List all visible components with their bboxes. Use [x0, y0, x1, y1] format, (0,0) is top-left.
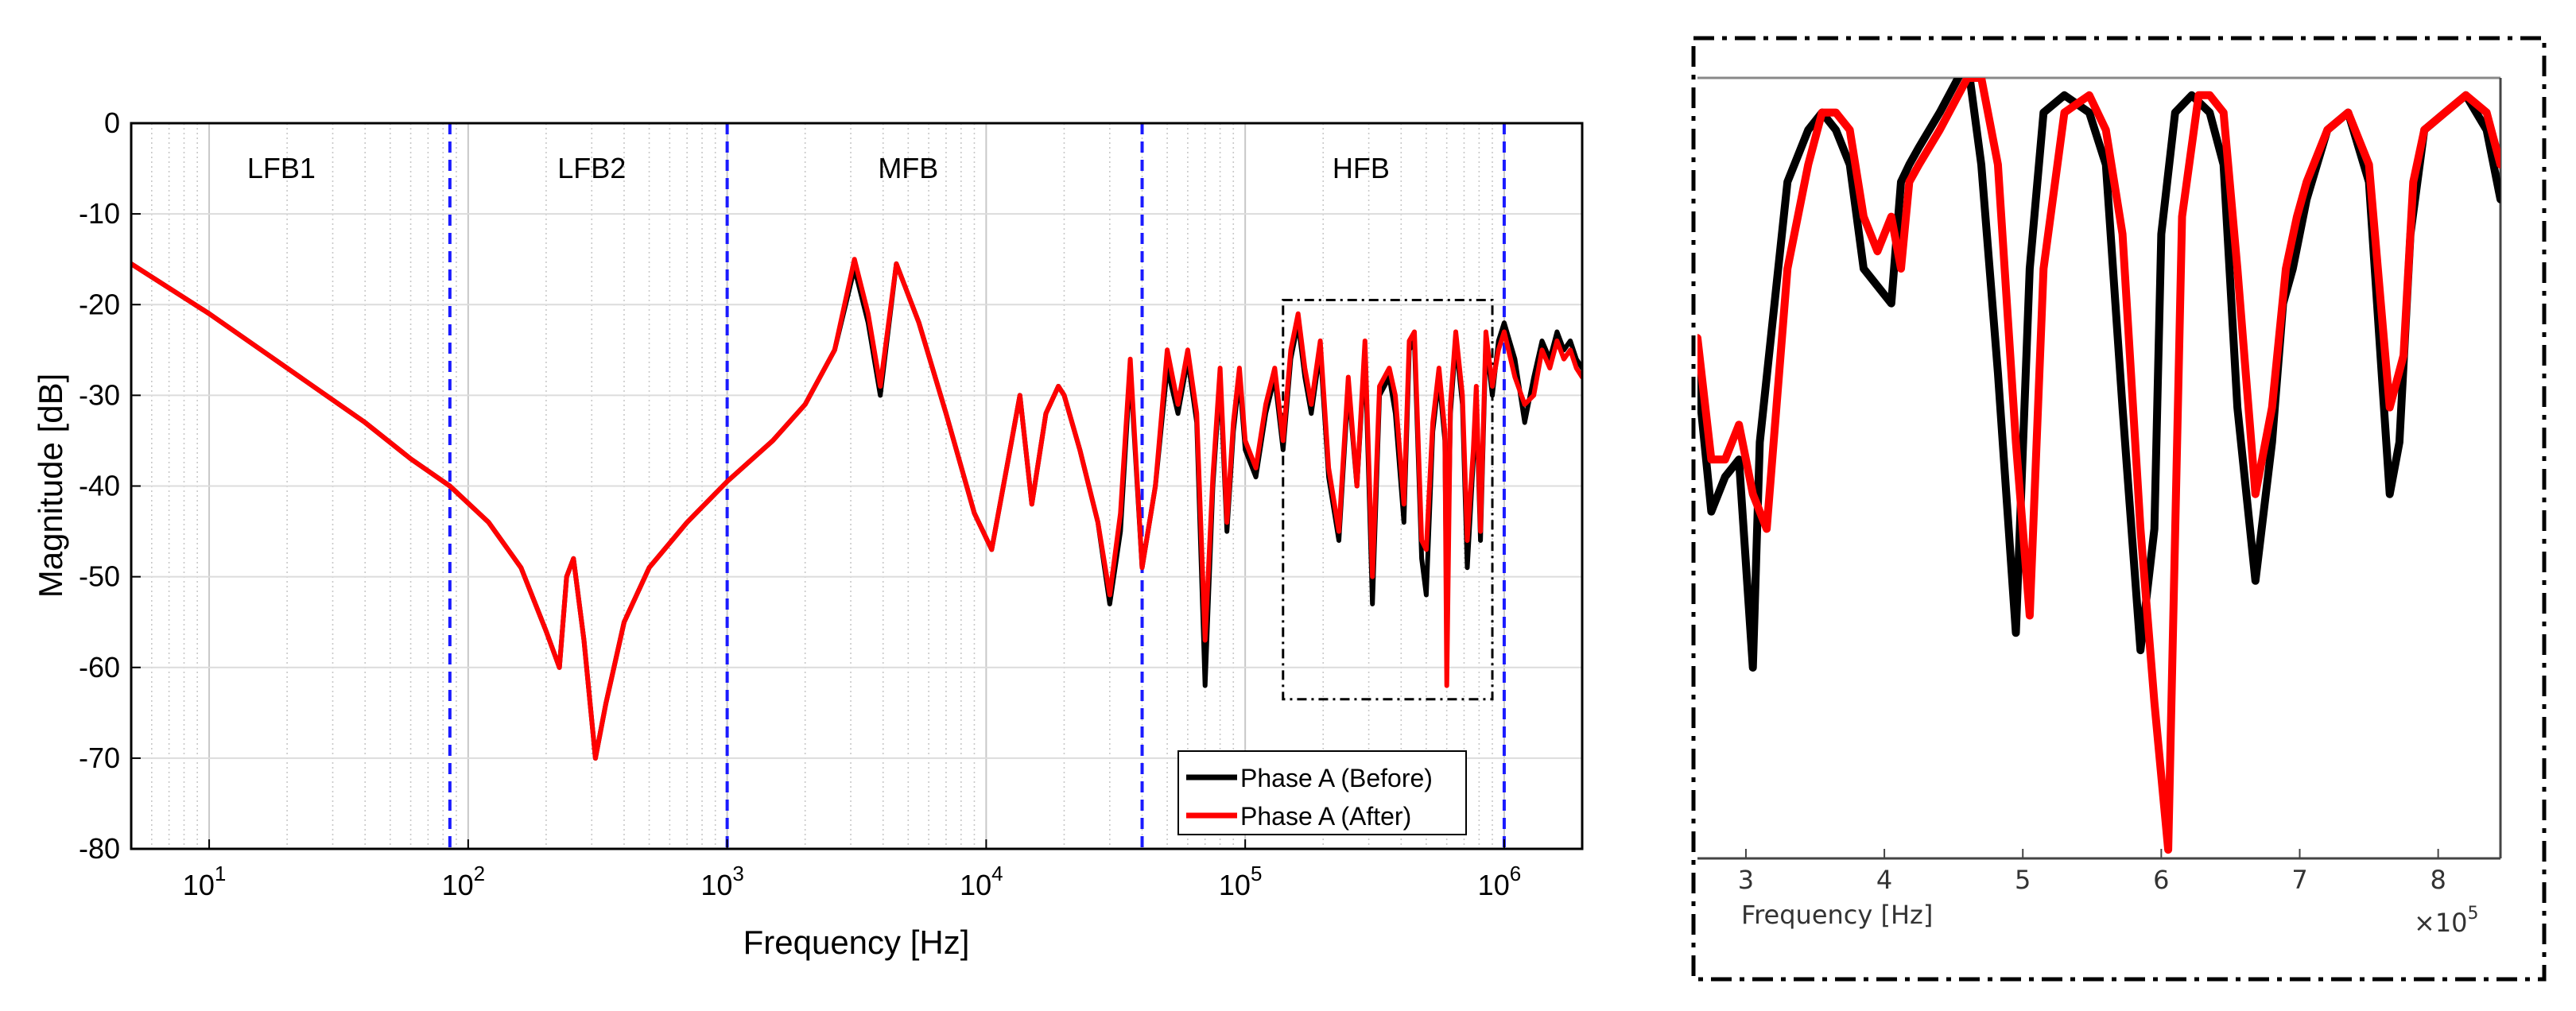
zoom-series	[1697, 78, 2500, 854]
x-tick-exponent: 6	[1510, 862, 1521, 885]
zoom-x-tick-label: 4	[1876, 865, 1892, 895]
zoom-region-box	[1282, 299, 1494, 701]
y-tick-label: -80	[79, 832, 120, 865]
x-tick-label: 104	[960, 862, 1003, 901]
zoom-series-line-before	[1697, 78, 2500, 672]
band-labels: LFB1 LFB2 MFB HFB	[247, 152, 1390, 184]
x-tick-labels: 101 102 103 104 105 106	[183, 839, 1521, 901]
band-label: HFB	[1333, 152, 1390, 184]
zoom-series-line-after	[1697, 78, 2500, 854]
x-tick-label: 106	[1478, 862, 1522, 901]
band-label: LFB1	[247, 152, 316, 184]
x-tick-base: 10	[1478, 869, 1510, 901]
x-tick-base: 10	[960, 869, 991, 901]
legend-label-before: Phase A (Before)	[1240, 764, 1433, 792]
zoom-x-tick-label: 7	[2291, 865, 2307, 895]
x-tick-label: 102	[442, 862, 486, 901]
x-tick-label: 105	[1219, 862, 1263, 901]
y-tick-label: -50	[79, 560, 120, 593]
x-axis-label: Frequency [Hz]	[743, 924, 970, 961]
x-tick-exponent: 5	[1251, 862, 1262, 885]
y-tick-label: 0	[104, 107, 120, 139]
zoom-x-tick-label: 5	[2015, 865, 2031, 895]
band-label: LFB2	[557, 152, 626, 184]
x-tick-base: 10	[183, 869, 215, 901]
y-tick-label: -60	[79, 651, 120, 684]
zoom-x-tick-labels: 3 4 5 6 7 8	[1738, 849, 2446, 895]
legend-label-after: Phase A (After)	[1240, 802, 1411, 831]
zoom-x-axis-label: Frequency [Hz]	[1741, 900, 1933, 930]
y-tick-label: -20	[79, 288, 120, 320]
x-tick-label: 101	[183, 862, 227, 901]
zoom-x-multiplier: ×105	[2414, 904, 2479, 938]
zoom-region-rect	[1282, 299, 1494, 701]
y-tick-label: -40	[79, 470, 120, 502]
x-tick-label: 103	[700, 862, 744, 901]
zoom-x-tick-label: 3	[1738, 865, 1754, 895]
zoom-x-tick-label: 6	[2153, 865, 2169, 895]
x-tick-exponent: 4	[991, 862, 1003, 885]
zoom-x-tick-label: 8	[2430, 865, 2446, 895]
x-tick-base: 10	[700, 869, 732, 901]
y-tick-label: -30	[79, 378, 120, 411]
legend: Phase A (Before) Phase A (After)	[1177, 750, 1467, 835]
main-series	[131, 257, 1582, 761]
x-tick-exponent: 2	[474, 862, 485, 885]
x-tick-exponent: 3	[732, 862, 743, 885]
y-tick-label: -10	[79, 197, 120, 230]
x-tick-base: 10	[442, 869, 474, 901]
zoom-multiplier-base: ×10	[2414, 908, 2468, 938]
main-chart: 0-10-20-30-40-50-60-70-80 101 102 103 104 10…	[32, 107, 1584, 961]
zoom-panel-frame	[1691, 36, 2547, 982]
series-line-after	[131, 257, 1582, 761]
zoom-multiplier-exp: 5	[2468, 904, 2479, 924]
y-axis-label: Magnitude [dB]	[32, 374, 69, 598]
y-tick-labels: 0 -10 -20 -30 -40 -50 -60 -70 -80	[79, 107, 141, 865]
x-tick-base: 10	[1219, 869, 1251, 901]
x-tick-exponent: 1	[215, 862, 226, 885]
y-tick-label: -70	[79, 742, 120, 774]
band-label: MFB	[878, 152, 938, 184]
legend-box	[1177, 750, 1467, 835]
band-boundaries	[448, 123, 1506, 849]
